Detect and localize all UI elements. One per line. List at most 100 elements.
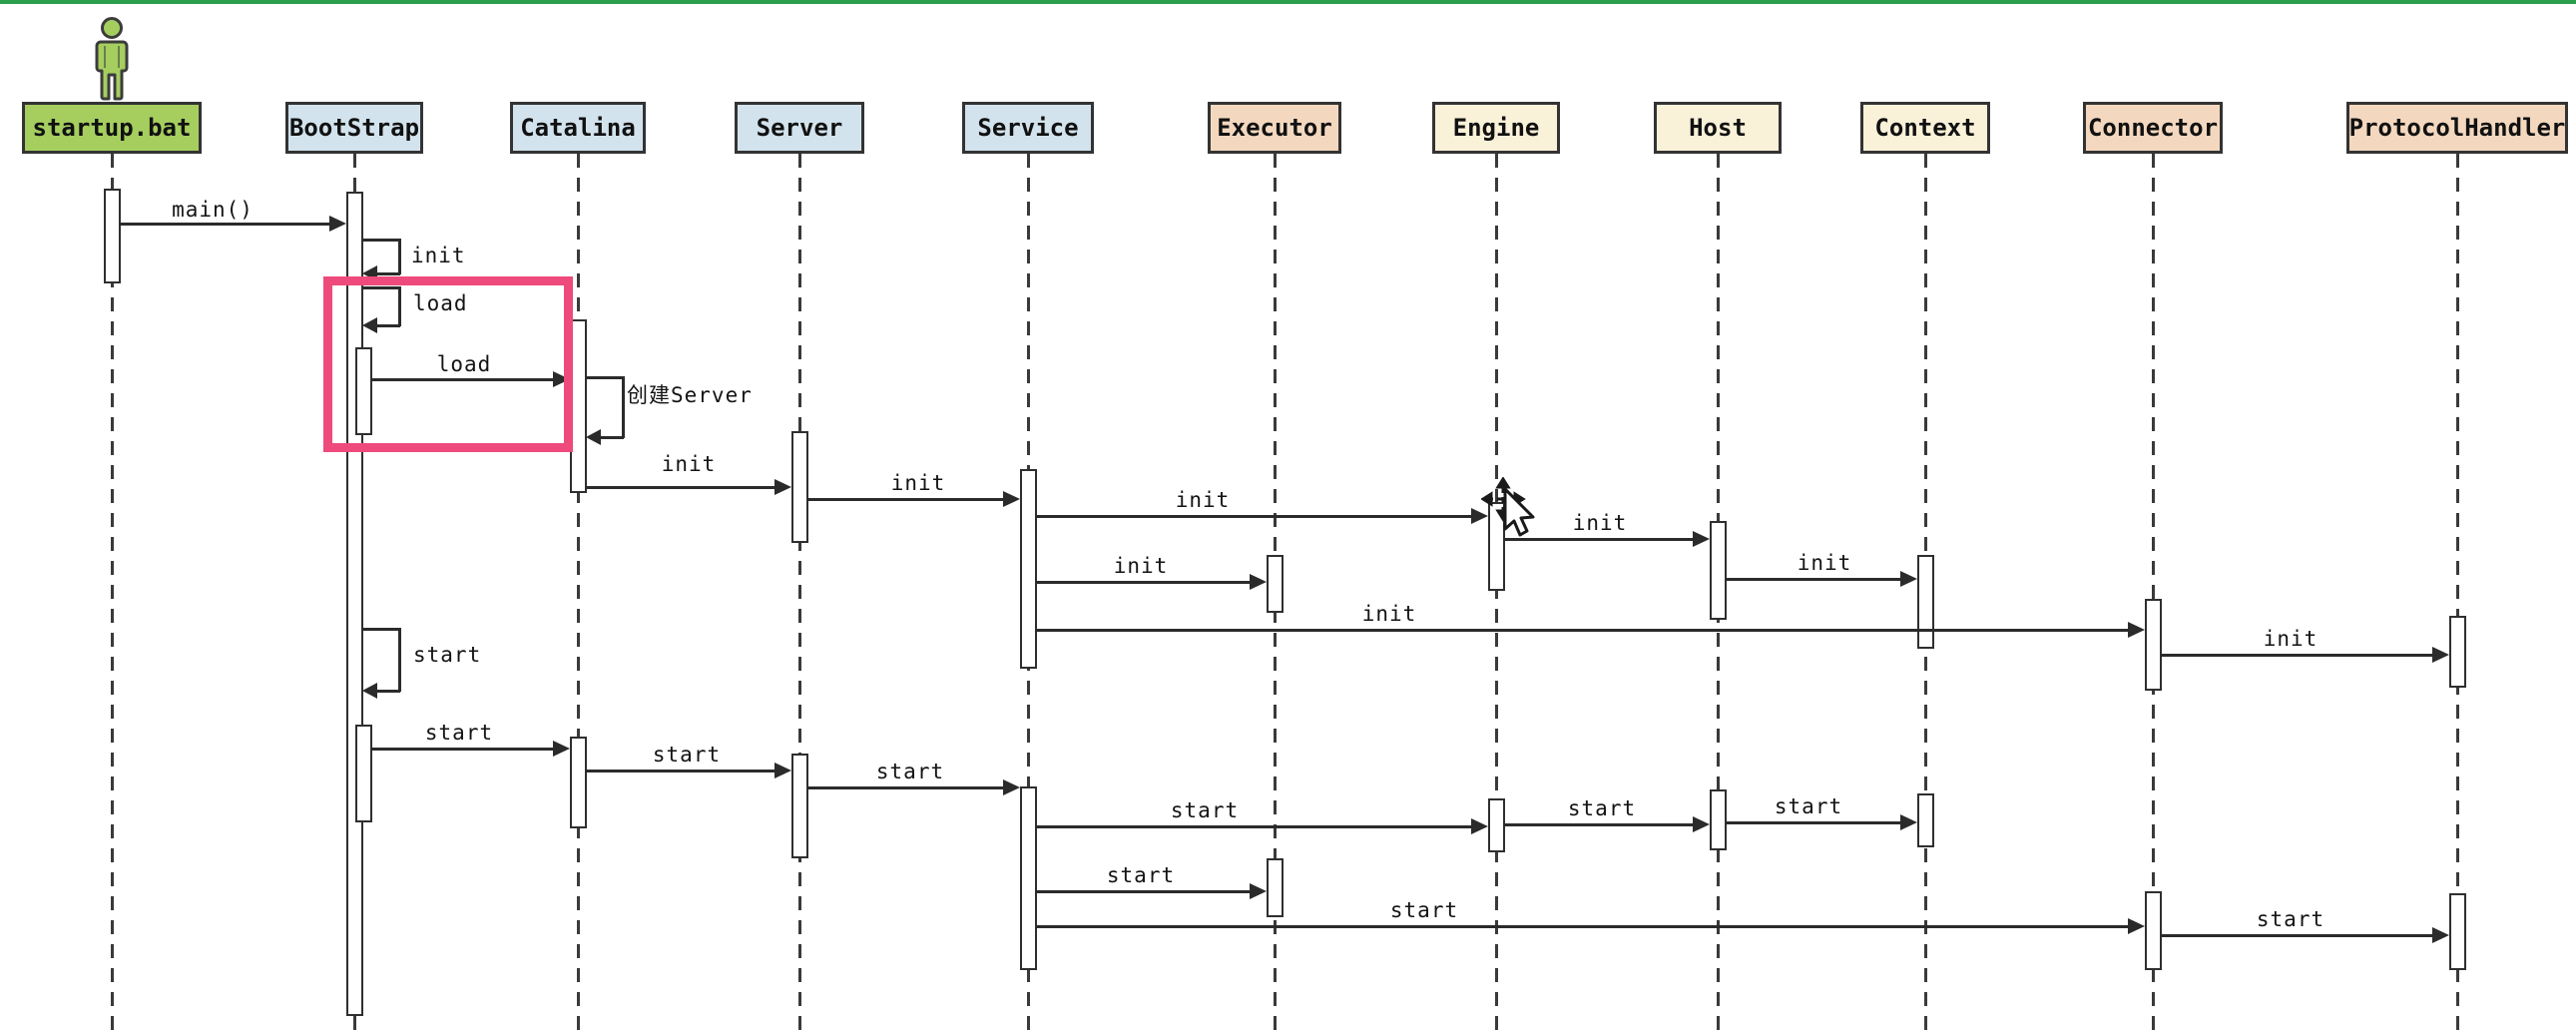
arrowhead	[2432, 647, 2449, 663]
activation-protocolhandler	[2449, 893, 2466, 970]
message-line-start	[586, 770, 774, 773]
message-label: start	[1774, 794, 1843, 818]
participant-server: Server	[735, 102, 864, 154]
message-line-start	[1036, 925, 2128, 928]
message-line-init	[1036, 581, 1250, 584]
arrowhead	[1471, 818, 1488, 834]
message-line-init	[807, 498, 1003, 501]
activation-service	[1020, 469, 1037, 669]
activation-executor	[1267, 555, 1284, 613]
participant-label: Connector	[2087, 114, 2219, 142]
activation-executor	[1267, 858, 1284, 917]
activation-host	[1710, 789, 1727, 850]
arrowhead	[1900, 814, 1917, 830]
lifeline-engine	[1495, 154, 1498, 1031]
message-label: start	[652, 743, 722, 767]
self-message-side	[398, 628, 401, 692]
participant-label: Engine	[1452, 114, 1540, 142]
arrowhead	[586, 429, 601, 445]
message-label: start	[1170, 798, 1240, 822]
activation-context	[1917, 555, 1934, 649]
self-message-top	[586, 376, 624, 379]
self-message-top	[362, 286, 400, 289]
participant-label: startup.bat	[32, 114, 192, 142]
self-message-side	[622, 376, 625, 438]
activation-server	[791, 754, 808, 858]
activation-engine	[1488, 798, 1505, 852]
message-line-init	[2161, 654, 2432, 657]
message-line-start	[807, 786, 1003, 789]
participant-label: ProtocolHandler	[2348, 114, 2566, 142]
message-line-main()	[120, 223, 329, 226]
message-line-start	[371, 748, 553, 751]
message-label: init	[1113, 554, 1169, 578]
self-message-side	[398, 286, 401, 326]
self-message-bottom	[375, 324, 400, 327]
arrowhead	[2128, 918, 2145, 934]
highlight-rectangle	[323, 276, 573, 452]
message-line-init	[1036, 515, 1471, 518]
message-label: init	[661, 452, 717, 476]
message-line-start	[1504, 823, 1693, 826]
arrowhead	[362, 683, 377, 699]
activation-host	[1710, 521, 1727, 620]
activation-engine	[1488, 502, 1505, 591]
participant-service: Service	[962, 102, 1094, 154]
participant-label: Server	[756, 114, 843, 142]
activation-context	[1917, 793, 1934, 847]
participant-startup: startup.bat	[22, 102, 202, 154]
lifeline-startup	[111, 154, 114, 1031]
arrowhead	[553, 741, 570, 757]
actor-icon	[88, 16, 136, 102]
message-line-init	[586, 486, 774, 489]
message-line-init	[1504, 538, 1693, 541]
participant-protocolhandler: ProtocolHandler	[2346, 102, 2568, 154]
self-message-top	[362, 239, 400, 242]
arrowhead	[1250, 574, 1267, 590]
message-line-init	[1036, 629, 2128, 632]
message-label: init	[2263, 627, 2318, 651]
message-label: init	[1361, 602, 1417, 626]
message-label: main()	[172, 198, 254, 222]
message-label: start	[1389, 898, 1459, 922]
participant-label: Executor	[1217, 114, 1332, 142]
arrowhead	[1471, 508, 1488, 524]
message-label: load	[413, 291, 468, 315]
arrowhead	[1250, 883, 1267, 899]
activation-catalina	[570, 737, 587, 828]
message-label: init	[1572, 511, 1628, 535]
self-message-top	[362, 628, 400, 631]
arrowhead	[774, 479, 791, 495]
lifeline-catalina	[577, 154, 580, 1031]
participant-label: Service	[977, 114, 1079, 142]
arrowhead	[1693, 531, 1710, 547]
message-label: start	[1106, 863, 1176, 887]
self-message-bottom	[599, 436, 624, 439]
participant-bootstrap: BootStrap	[285, 102, 423, 154]
participant-label: Host	[1689, 114, 1747, 142]
arrowhead	[1003, 491, 1020, 507]
self-message-bottom	[375, 272, 400, 275]
arrowhead	[362, 317, 377, 333]
message-label: start	[2256, 907, 2325, 931]
activation-connector	[2145, 599, 2162, 691]
self-message-side	[398, 239, 401, 274]
participant-host: Host	[1654, 102, 1782, 154]
participant-connector: Connector	[2083, 102, 2223, 154]
arrowhead	[774, 763, 791, 778]
lifeline-protocolhandler	[2456, 154, 2459, 1031]
activation-protocolhandler	[2449, 616, 2466, 688]
message-line-start	[1036, 890, 1250, 893]
message-label: init	[411, 244, 466, 267]
participant-label: Catalina	[520, 114, 636, 142]
arrowhead	[2128, 622, 2145, 638]
message-label: init	[890, 471, 946, 495]
participant-label: BootStrap	[288, 114, 420, 142]
message-label: init	[1175, 488, 1231, 512]
message-label: start	[1567, 796, 1637, 820]
message-label: start	[875, 760, 945, 783]
activation-server	[791, 431, 808, 543]
participant-context: Context	[1860, 102, 1990, 154]
self-message-bottom	[375, 690, 400, 693]
